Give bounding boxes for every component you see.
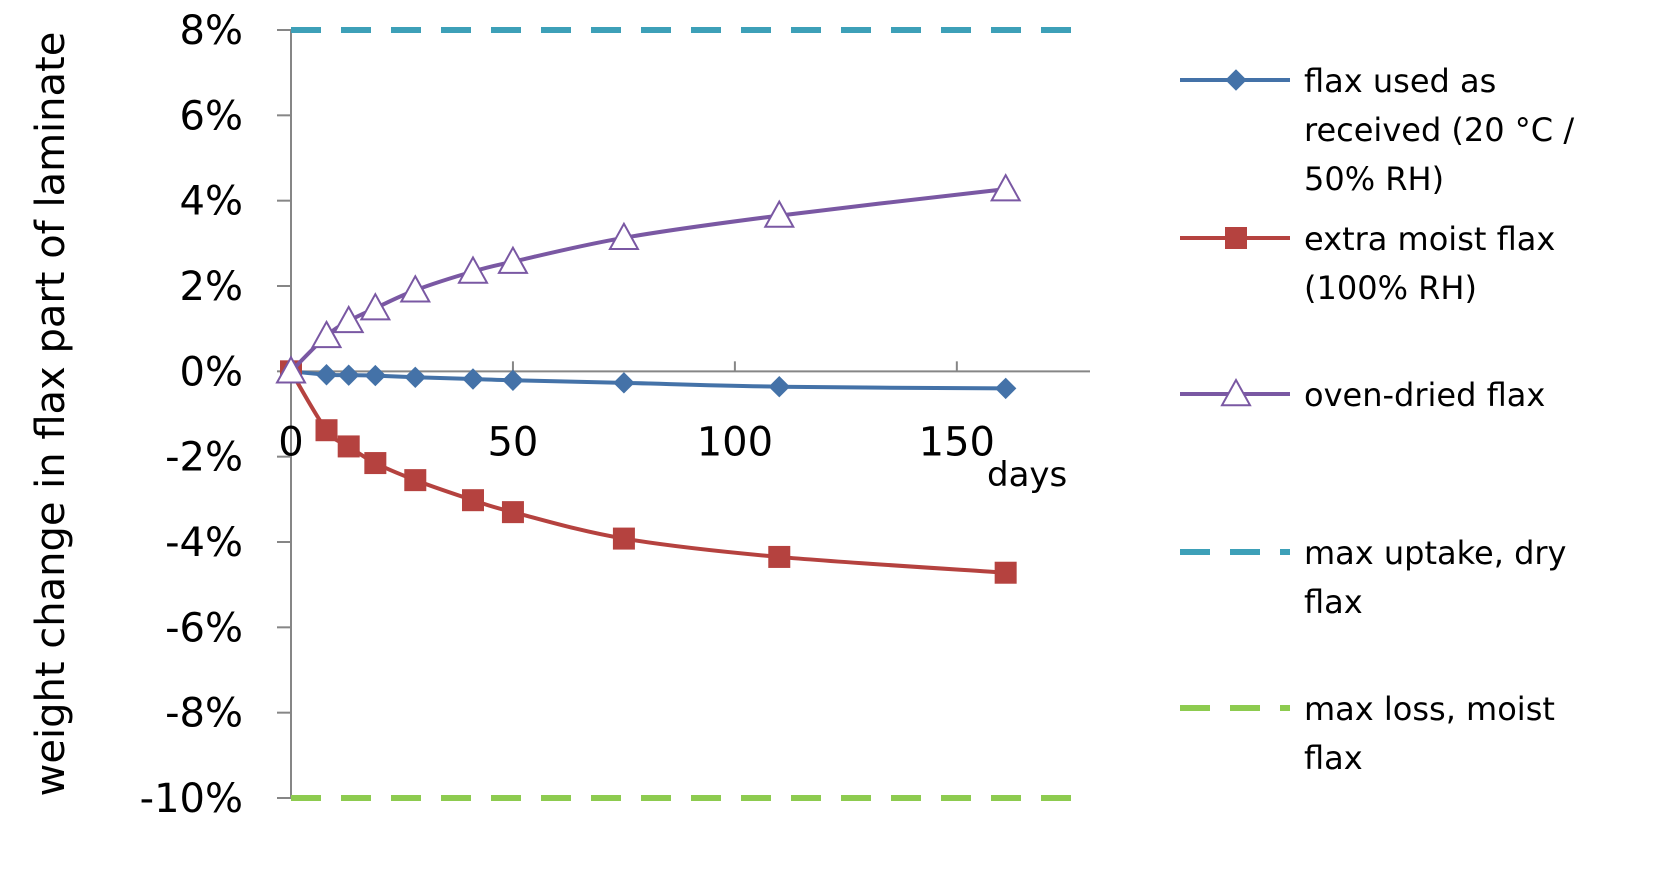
legend-item: extra moist flax (100% RH) bbox=[1180, 220, 1555, 307]
data-point bbox=[275, 355, 307, 384]
x-tick-label: 100 bbox=[697, 419, 773, 465]
data-point bbox=[337, 364, 360, 386]
data-point bbox=[461, 489, 484, 512]
data-point bbox=[612, 527, 635, 550]
legend-label: flax bbox=[1304, 739, 1363, 777]
y-tick-label: -2% bbox=[165, 435, 243, 481]
data-point bbox=[497, 245, 529, 274]
y-tick-label: -4% bbox=[165, 520, 243, 566]
legend-label: extra moist flax bbox=[1304, 220, 1555, 258]
data-point bbox=[608, 221, 640, 250]
data-point bbox=[501, 501, 524, 524]
y-tick-label: 0% bbox=[180, 349, 243, 395]
legend-label: max loss, moist bbox=[1304, 690, 1555, 728]
y-tick-label: 6% bbox=[180, 93, 243, 139]
legend: flax used as received (20 °C / 50% RH) extr… bbox=[1180, 62, 1574, 777]
series-2 bbox=[275, 173, 1022, 384]
series-line bbox=[289, 370, 1006, 575]
y-tick-label: 8% bbox=[180, 8, 243, 54]
data-point bbox=[502, 369, 524, 392]
data-point bbox=[315, 364, 338, 386]
y-tick-label: -8% bbox=[165, 691, 243, 737]
data-point bbox=[364, 364, 387, 387]
data-point bbox=[310, 319, 343, 349]
data-point bbox=[364, 452, 387, 475]
data-point bbox=[404, 469, 427, 492]
data-point bbox=[994, 377, 1017, 400]
legend-marker bbox=[1225, 227, 1247, 249]
data-point bbox=[763, 199, 795, 228]
data-point bbox=[613, 372, 635, 394]
data-point bbox=[457, 255, 489, 284]
legend-item: flax used as received (20 °C / 50% RH) bbox=[1180, 62, 1574, 198]
data-point bbox=[399, 274, 431, 303]
series-0 bbox=[280, 360, 1017, 400]
data-point bbox=[768, 545, 791, 568]
data-point bbox=[989, 173, 1022, 202]
legend-label: max uptake, dry bbox=[1304, 534, 1566, 572]
x-tick-label: 50 bbox=[487, 419, 538, 465]
series-line bbox=[290, 369, 1006, 391]
legend-item: max loss, moist flax bbox=[1180, 690, 1555, 777]
data-point bbox=[359, 292, 392, 321]
legend-item: oven-dried flax bbox=[1180, 376, 1545, 414]
data-point bbox=[315, 419, 338, 442]
y-tick-label: -6% bbox=[165, 605, 243, 651]
data-point bbox=[337, 435, 360, 458]
axes: 8% 6% 4% 2% 0% -2% -4% -6% -8% -10% 0 50 100 150 bbox=[140, 8, 1090, 822]
legend-marker bbox=[1220, 377, 1252, 407]
y-axis-label: weight change in flax part of laminate bbox=[28, 32, 74, 797]
data-point bbox=[333, 304, 365, 334]
legend-label: flax bbox=[1304, 583, 1363, 621]
x-axis-unit-label: days bbox=[987, 455, 1067, 495]
data-point bbox=[462, 368, 484, 390]
legend-marker bbox=[1225, 69, 1247, 91]
data-point bbox=[994, 561, 1017, 584]
series-line bbox=[289, 187, 1006, 373]
y-tick-label: -10% bbox=[140, 776, 243, 822]
series-layer bbox=[275, 27, 1090, 801]
x-tick-label: 150 bbox=[919, 419, 995, 465]
data-point bbox=[404, 366, 426, 389]
legend-label: flax used as bbox=[1304, 62, 1496, 100]
legend-item: max uptake, dry flax bbox=[1180, 534, 1566, 621]
legend-label: oven-dried flax bbox=[1304, 376, 1545, 414]
y-tick-label: 4% bbox=[180, 179, 243, 225]
series-1 bbox=[280, 360, 1017, 584]
y-tick-label: 2% bbox=[180, 264, 243, 310]
x-tick-label: 0 bbox=[278, 419, 303, 465]
data-point bbox=[768, 375, 790, 398]
legend-label: (100% RH) bbox=[1304, 269, 1477, 307]
legend-label: received (20 °C / bbox=[1304, 111, 1574, 149]
legend-label: 50% RH) bbox=[1304, 160, 1444, 198]
